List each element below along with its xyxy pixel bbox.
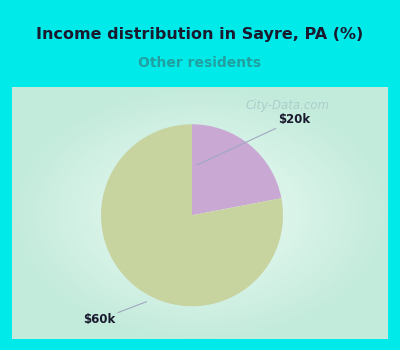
Wedge shape bbox=[101, 124, 283, 306]
Wedge shape bbox=[192, 124, 281, 215]
Text: City-Data.com: City-Data.com bbox=[246, 98, 330, 112]
Text: Other residents: Other residents bbox=[138, 56, 262, 70]
Text: $20k: $20k bbox=[196, 113, 310, 165]
Text: Income distribution in Sayre, PA (%): Income distribution in Sayre, PA (%) bbox=[36, 28, 364, 42]
Text: $60k: $60k bbox=[83, 302, 146, 327]
